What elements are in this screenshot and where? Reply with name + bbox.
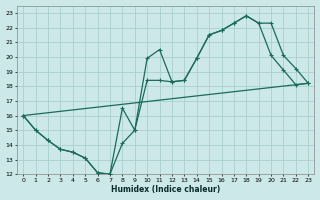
X-axis label: Humidex (Indice chaleur): Humidex (Indice chaleur): [111, 185, 220, 194]
